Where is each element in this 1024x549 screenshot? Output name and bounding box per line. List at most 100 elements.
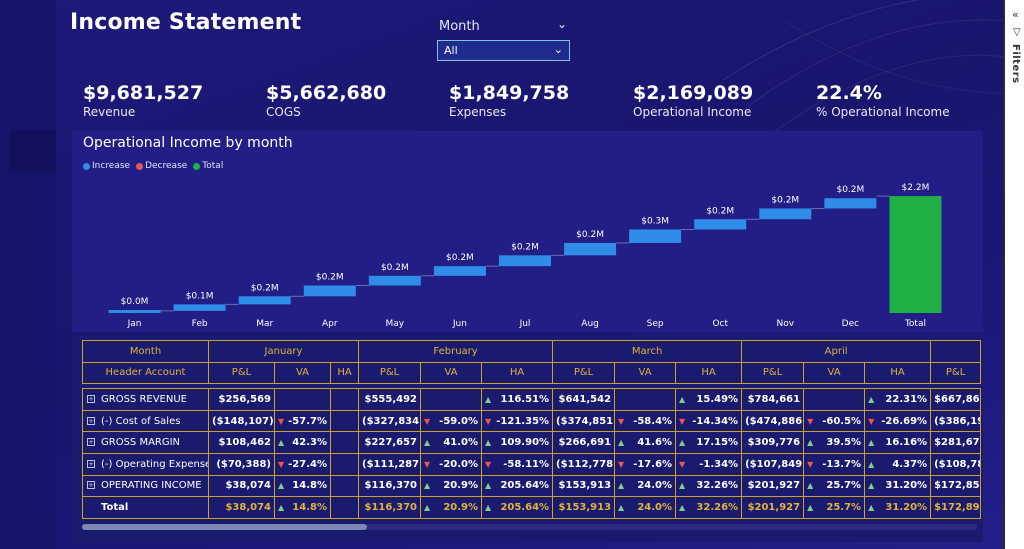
- triangle-down-icon: ▼: [485, 459, 492, 469]
- cell-value: 20.9%: [443, 501, 479, 513]
- waterfall-bar-oct[interactable]: [694, 219, 747, 230]
- value-cell: ▼ -13.7%: [803, 452, 866, 476]
- table-row[interactable]: + (-) Cost of Sales ($148,107) ▼ -57.7% ($327…: [82, 409, 982, 433]
- expand-plus-icon[interactable]: +: [87, 459, 95, 468]
- table-row[interactable]: + GROSS REVENUE $256,569 $555,492 ▲ 116.51% $6…: [82, 388, 982, 411]
- legend-item-total[interactable]: Total: [193, 161, 223, 171]
- value-with-indicator: ▼ -59.0%: [424, 416, 478, 427]
- kpi-card-cogs: $5,662,680 COGS: [266, 82, 386, 119]
- value-cell: ▼ -14.34%: [675, 409, 743, 433]
- waterfall-bar-may[interactable]: [368, 275, 421, 286]
- filters-pane[interactable]: [1003, 0, 1024, 549]
- income-matrix-panel[interactable]: Month January February March April Header Acc…: [72, 336, 983, 542]
- row-label-cell: + (-) Operating Expenses: [82, 452, 209, 476]
- kpi-label: Operational Income: [633, 105, 752, 119]
- value-cell: ($327,834): [358, 409, 422, 433]
- waterfall-chart[interactable]: $0.0M Jan $0.1M Feb $0.2M Mar $0.2M Apr $0.2M May…: [72, 131, 983, 332]
- value-cell: $641,542: [552, 388, 616, 411]
- triangle-down-icon: ▼: [868, 416, 875, 426]
- cell-value: -57.7%: [288, 415, 327, 427]
- subcolumn-header-cell: VA: [274, 361, 331, 385]
- value-cell: [329, 388, 360, 411]
- double-chevron-left-icon[interactable]: «: [1012, 8, 1019, 21]
- value-cell: [329, 474, 360, 498]
- waterfall-bar-jan[interactable]: [108, 310, 161, 313]
- value-cell: ▲ 14.8%: [274, 474, 331, 498]
- data-label: $0.2M: [381, 263, 409, 273]
- horizontal-scrollbar[interactable]: [82, 524, 977, 530]
- value-with-indicator: ▼ -1.34%: [679, 459, 738, 470]
- waterfall-bar-mar[interactable]: [238, 296, 291, 305]
- value-cell: $266,691: [552, 431, 616, 454]
- total-value-cell: ▲ 31.20%: [864, 496, 932, 519]
- waterfall-bar-total[interactable]: [889, 196, 942, 313]
- legend-item-increase[interactable]: Increase: [83, 161, 130, 171]
- month-dropdown[interactable]: All ⌄: [437, 40, 570, 61]
- waterfall-bar-sep[interactable]: [629, 229, 682, 243]
- slicer-collapse-chevron-icon[interactable]: ⌄: [557, 17, 568, 31]
- subcolumn-header-row: Header Account P&L VA HA P&L VA HA P&L VA HA P&L VA…: [82, 361, 982, 385]
- cell-value: 14.8%: [292, 501, 327, 513]
- value-with-indicator: ▲ 25.7%: [807, 480, 861, 491]
- cell-value: $281,67: [934, 437, 980, 449]
- cell-value: 39.5%: [826, 437, 862, 449]
- page-nav-tab-active[interactable]: [10, 130, 56, 172]
- total-value-cell: ▲ 14.8%: [274, 496, 331, 519]
- cell-value: $201,927: [747, 501, 801, 513]
- income-matrix-table[interactable]: Month January February March April Header Acc…: [82, 340, 982, 519]
- subcolumn-header-cell: HA: [675, 361, 743, 385]
- cell-value: $256,569: [218, 393, 271, 405]
- waterfall-bar-nov[interactable]: [759, 208, 812, 220]
- total-value-cell: $153,913: [552, 496, 616, 519]
- total-value-cell: [329, 496, 360, 519]
- legend-dot-increase: [83, 162, 90, 170]
- cell-value: ($474,886): [745, 415, 804, 427]
- expand-plus-icon[interactable]: +: [87, 438, 95, 447]
- cell-value: 25.7%: [826, 480, 862, 492]
- cell-value: 31.20%: [885, 480, 928, 492]
- triangle-up-icon: ▲: [485, 481, 492, 491]
- triangle-up-icon: ▲: [618, 481, 625, 491]
- cell-value: 17.15%: [696, 437, 739, 449]
- cell-value: -60.5%: [822, 415, 862, 427]
- triangle-up-icon: ▲: [618, 502, 625, 512]
- scrollbar-thumb[interactable]: [82, 524, 367, 530]
- data-label: $0.2M: [446, 253, 474, 263]
- filters-pane-label[interactable]: Filters: [1010, 44, 1021, 84]
- value-cell: ▼ -60.5%: [803, 409, 866, 433]
- triangle-down-icon: ▼: [278, 459, 285, 469]
- cell-value: $172,89: [934, 501, 980, 513]
- value-cell: ▲ 20.9%: [420, 474, 483, 498]
- waterfall-chart-panel[interactable]: $0.0M Jan $0.1M Feb $0.2M Mar $0.2M Apr $0.2M May…: [72, 131, 983, 332]
- table-row[interactable]: + (-) Operating Expenses ($70,388) ▼ -27.4%(…: [82, 452, 982, 476]
- cell-value: $38,074: [225, 501, 271, 513]
- value-with-indicator: ▼ -60.5%: [807, 416, 861, 427]
- chart-legend: Increase Decrease Total: [83, 161, 223, 171]
- x-tick-label: Total: [904, 319, 926, 329]
- waterfall-bar-apr[interactable]: [303, 285, 356, 297]
- table-row[interactable]: + OPERATING INCOME $38,074 ▲ 14.8% $116,370 ▲ 2…: [82, 474, 982, 498]
- cell-value: $201,927: [747, 480, 801, 492]
- row-label-cell: + GROSS REVENUE: [82, 388, 209, 411]
- value-cell: ($111,287): [358, 452, 422, 476]
- table-row[interactable]: + GROSS MARGIN $108,462 ▲ 42.3% $227,657 ▲ 41.0…: [82, 431, 982, 454]
- expand-plus-icon[interactable]: +: [87, 394, 95, 403]
- cell-value: 14.8%: [292, 480, 327, 492]
- expand-plus-icon[interactable]: +: [87, 481, 95, 490]
- triangle-up-icon: ▲: [424, 438, 431, 448]
- subcolumn-header-cell: VA: [420, 361, 483, 385]
- triangle-down-icon: ▼: [278, 416, 285, 426]
- cell-value: -1.34%: [699, 458, 739, 470]
- legend-item-decrease[interactable]: Decrease: [136, 161, 187, 171]
- value-cell: $116,370: [358, 474, 422, 498]
- waterfall-bar-aug[interactable]: [564, 242, 617, 256]
- triangle-up-icon: ▲: [278, 481, 285, 491]
- waterfall-bar-jun[interactable]: [433, 266, 486, 276]
- waterfall-bar-feb[interactable]: [173, 304, 226, 311]
- cell-value: ($70,388): [216, 458, 271, 470]
- kpi-card-expenses: $1,849,758 Expenses: [449, 82, 569, 119]
- expand-plus-icon[interactable]: +: [87, 416, 95, 425]
- waterfall-bar-dec[interactable]: [824, 198, 877, 209]
- waterfall-bar-jul[interactable]: [499, 255, 551, 267]
- value-cell: $172,85: [930, 474, 982, 498]
